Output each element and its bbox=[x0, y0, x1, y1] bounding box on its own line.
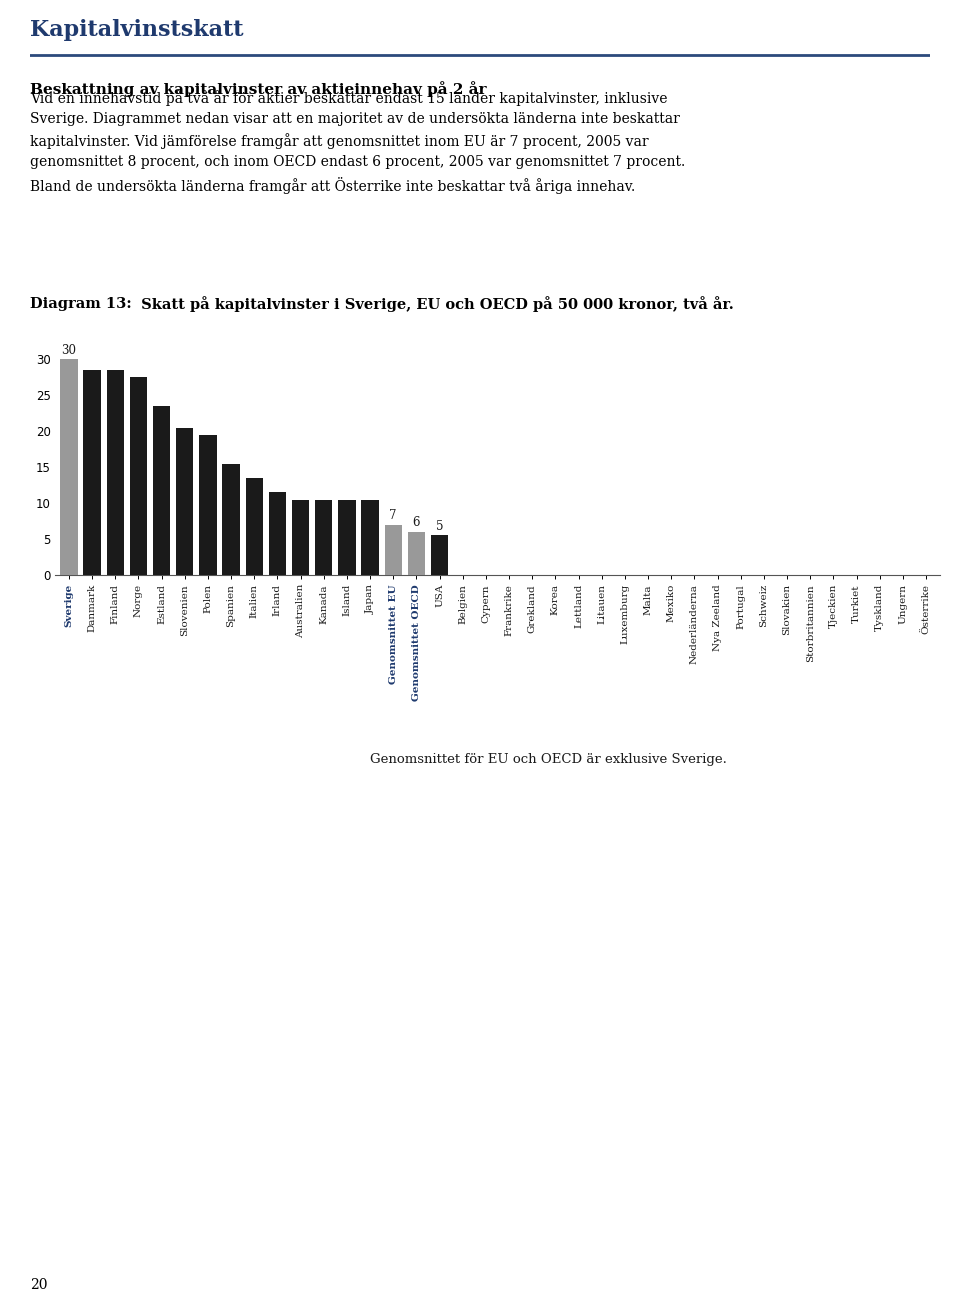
Text: Beskattning av kapitalvinster av aktieinnehav på 2 år: Beskattning av kapitalvinster av aktiein… bbox=[30, 81, 487, 97]
Bar bbox=[269, 493, 286, 576]
Text: Skatt på kapitalvinster i Sverige, EU och OECD på 50 000 kronor, två år.: Skatt på kapitalvinster i Sverige, EU oc… bbox=[136, 296, 734, 311]
Bar bbox=[60, 359, 78, 576]
Bar bbox=[223, 464, 240, 576]
Bar bbox=[292, 499, 309, 576]
Text: Diagram 13:: Diagram 13: bbox=[30, 297, 132, 311]
Bar bbox=[315, 499, 332, 576]
Text: Kapitalvinstskatt: Kapitalvinstskatt bbox=[30, 18, 244, 41]
Bar bbox=[200, 435, 217, 576]
Bar bbox=[153, 406, 170, 576]
Bar bbox=[385, 524, 402, 576]
Bar bbox=[408, 532, 425, 576]
Text: 30: 30 bbox=[61, 343, 77, 356]
Text: 6: 6 bbox=[413, 516, 420, 530]
Bar bbox=[431, 536, 448, 576]
Bar bbox=[84, 371, 101, 576]
Bar bbox=[176, 427, 193, 576]
Text: 7: 7 bbox=[390, 509, 397, 522]
Bar bbox=[246, 478, 263, 576]
Text: Genomsnittet för EU och OECD är exklusive Sverige.: Genomsnittet för EU och OECD är exklusiv… bbox=[370, 753, 727, 766]
Bar bbox=[130, 377, 147, 576]
Bar bbox=[361, 499, 379, 576]
Bar bbox=[338, 499, 355, 576]
Text: 5: 5 bbox=[436, 519, 444, 532]
Bar bbox=[107, 371, 124, 576]
Text: Vid en innehavstid på två år för aktier beskattar endast 15 länder kapitalvinste: Vid en innehavstid på två år för aktier … bbox=[30, 89, 685, 193]
Text: 20: 20 bbox=[30, 1279, 47, 1292]
